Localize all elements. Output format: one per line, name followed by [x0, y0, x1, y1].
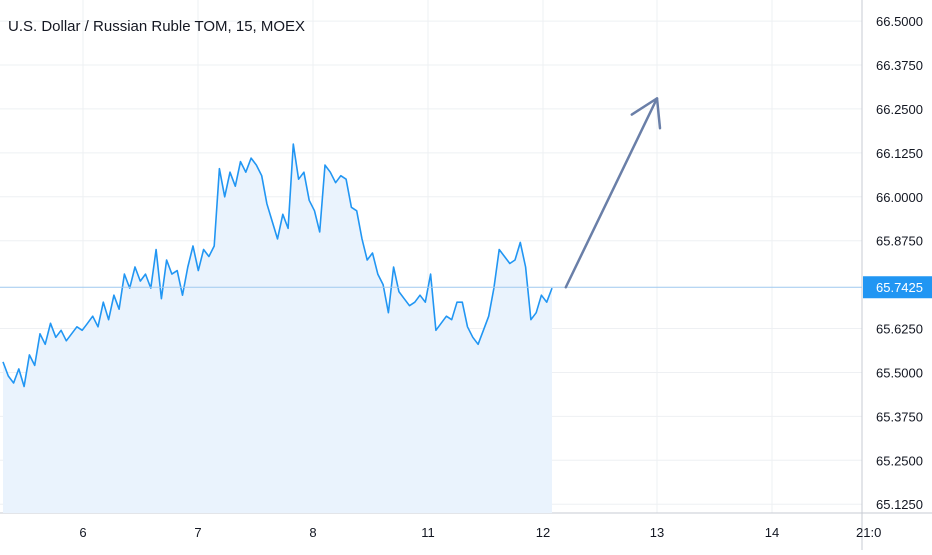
x-tick-label: 6	[79, 525, 86, 540]
y-tick-label: 66.3750	[876, 58, 923, 73]
annotation-arrowhead	[630, 97, 662, 130]
y-tick-label: 66.1250	[876, 146, 923, 161]
series-area	[3, 144, 552, 513]
last-price-label: 65.7425	[876, 280, 923, 295]
y-tick-label: 65.2500	[876, 453, 923, 468]
x-tick-label: 12	[536, 525, 550, 540]
y-tick-label: 65.6250	[876, 322, 923, 337]
x-tick-label: 8	[309, 525, 316, 540]
y-tick-label: 66.5000	[876, 14, 923, 29]
last-price-box	[863, 276, 932, 299]
x-tick-label: 21:0	[856, 525, 881, 540]
y-tick-label: 65.3750	[876, 409, 923, 424]
annotation-arrow	[564, 97, 659, 289]
y-tick-label: 66.2500	[876, 102, 923, 117]
chart-title: U.S. Dollar / Russian Ruble TOM, 15, MOE…	[8, 18, 306, 35]
y-tick-label: 65.5000	[876, 365, 923, 380]
y-tick-label: 65.8750	[876, 234, 923, 249]
x-tick-label: 7	[194, 525, 201, 540]
x-tick-label: 14	[765, 525, 779, 540]
x-tick-label: 11	[421, 525, 435, 540]
series-line	[2, 143, 553, 388]
x-tick-label: 13	[650, 525, 664, 540]
y-tick-label: 65.1250	[876, 497, 923, 512]
y-tick-label: 66.0000	[876, 190, 923, 205]
